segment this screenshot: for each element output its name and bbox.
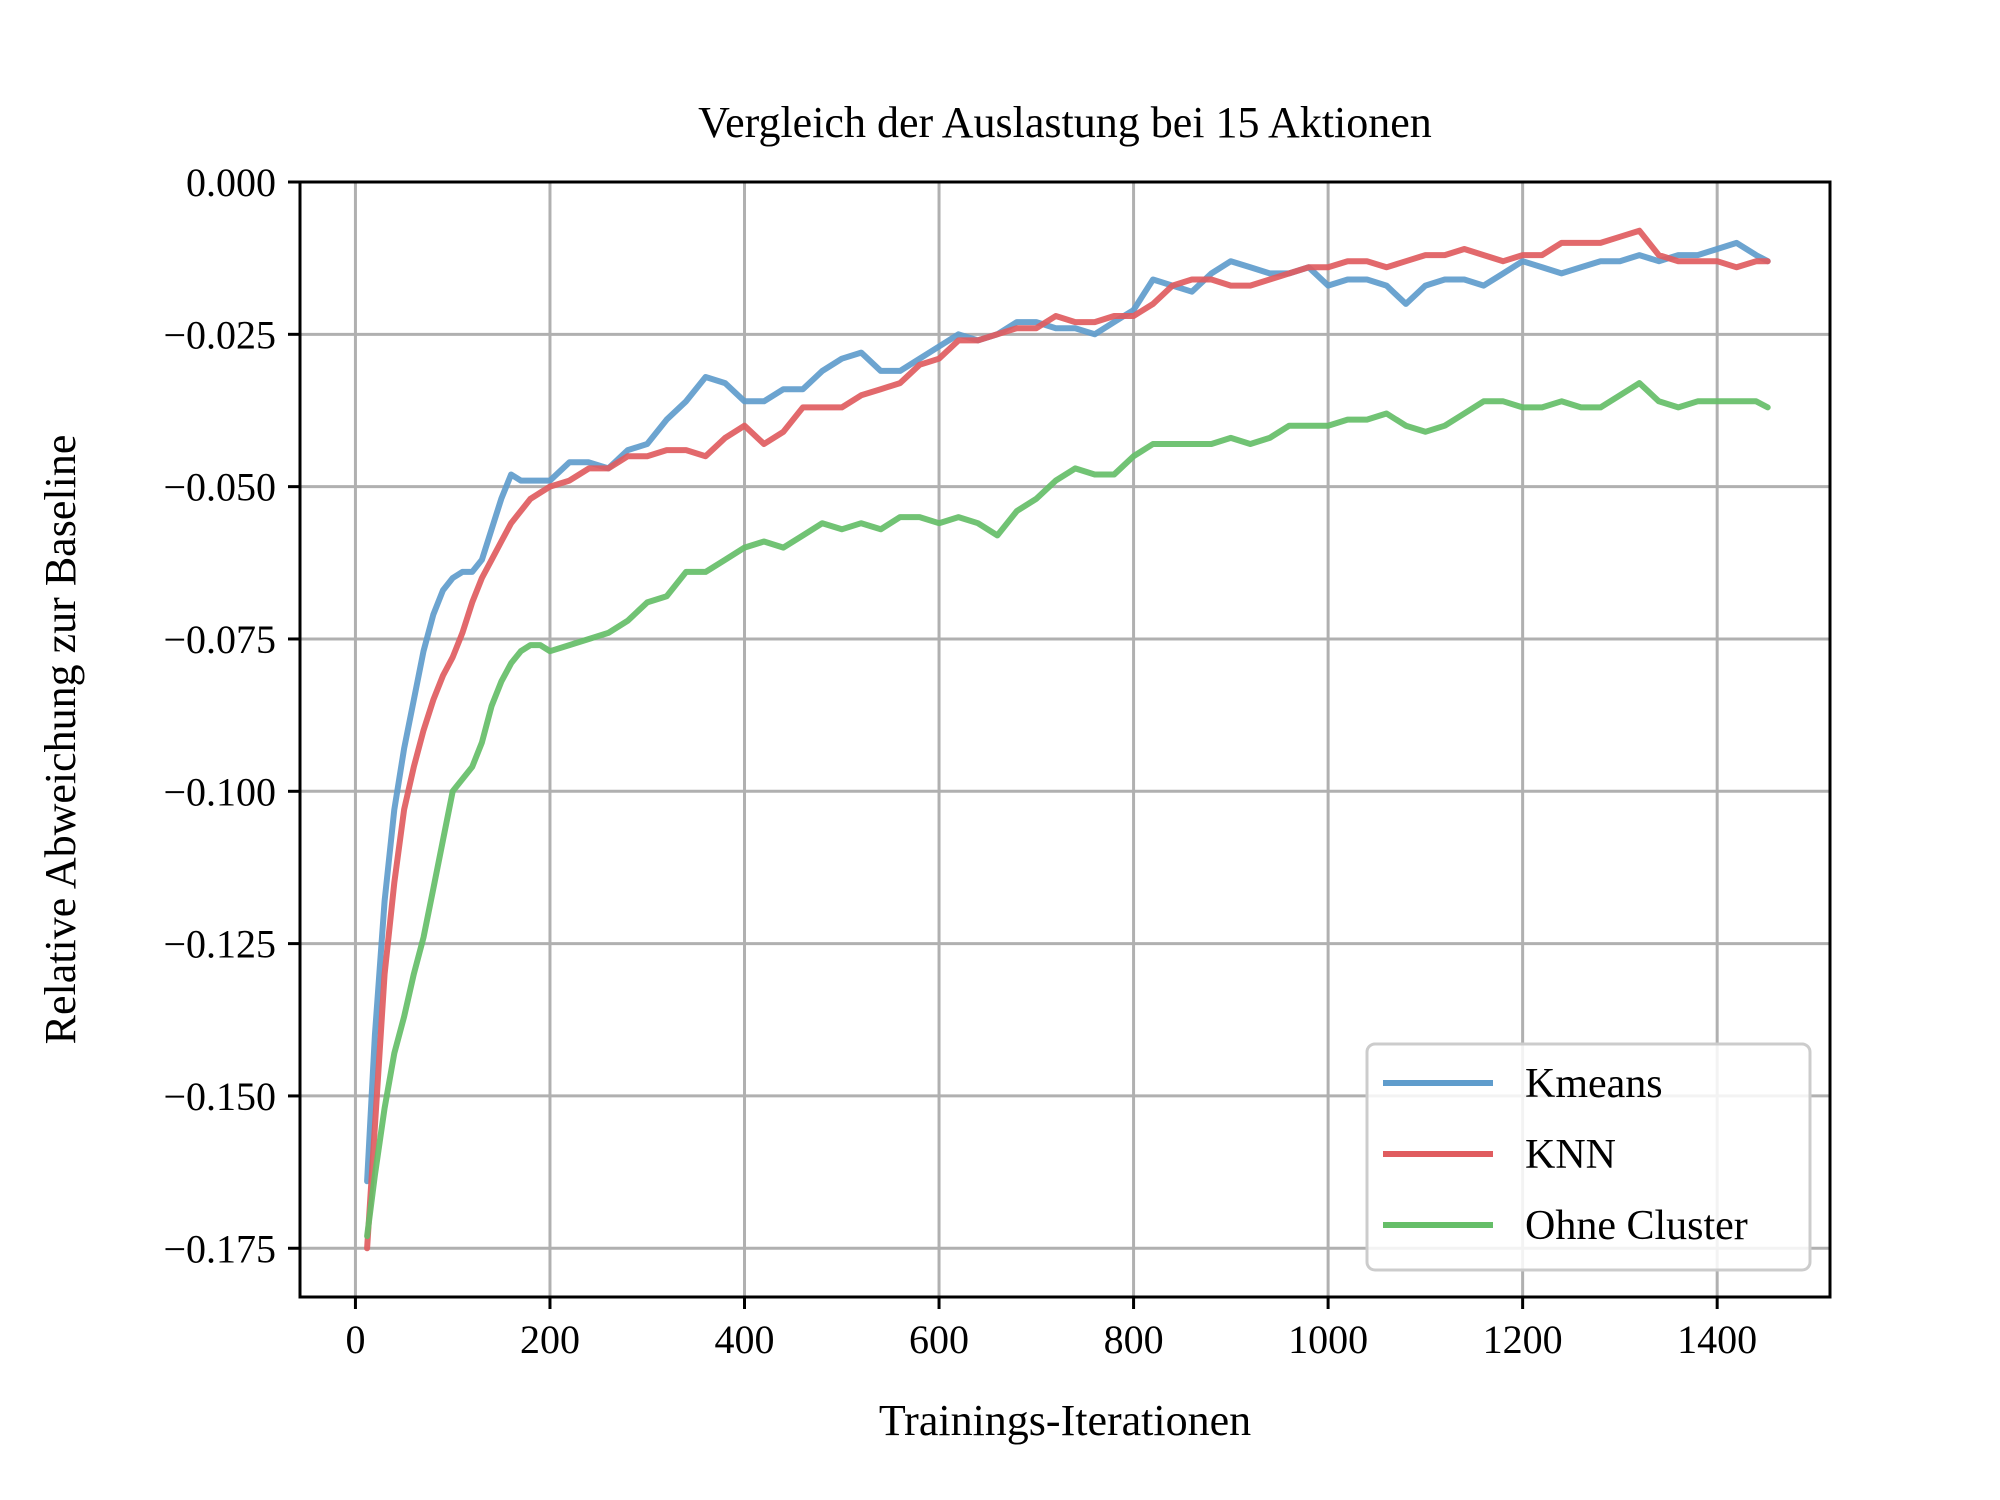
y-tick-label: −0.075	[163, 617, 276, 662]
y-tick-label: −0.175	[163, 1226, 276, 1271]
x-tick-label: 200	[520, 1317, 580, 1362]
legend-box	[1365, 1042, 1812, 1272]
x-tick-label: 0	[345, 1317, 365, 1362]
series-line-knn	[364, 227, 1771, 1252]
y-tick-label: −0.125	[163, 922, 276, 967]
chart-title: Vergleich der Auslastung bei 15 Aktionen	[698, 98, 1432, 147]
y-tick-label: −0.025	[163, 312, 276, 357]
x-tick-label: 600	[909, 1317, 969, 1362]
x-tick-label: 1000	[1288, 1317, 1368, 1362]
legend-label-ohne-cluster: Ohne Cluster	[1525, 1203, 1748, 1249]
legend: Kmeans KNN Ohne Cluster	[1365, 1042, 1812, 1272]
y-tick-label: 0.000	[186, 160, 276, 205]
y-tick-label: −0.050	[163, 465, 276, 510]
x-tick-label: 400	[715, 1317, 775, 1362]
legend-label-knn: KNN	[1525, 1132, 1616, 1178]
y-tick-label: −0.150	[163, 1074, 276, 1119]
x-tick-label: 1200	[1483, 1317, 1563, 1362]
x-axis-label: Trainings-Iterationen	[879, 1396, 1251, 1445]
y-axis-ticks: 0.000 −0.025 −0.050 −0.075 −0.100 −0.125 −0.15…	[163, 160, 300, 1271]
plot-frame	[298, 180, 1832, 1299]
x-tick-label: 1400	[1677, 1317, 1757, 1362]
y-tick-label: −0.100	[163, 769, 276, 814]
series-line-ohne-cluster	[364, 380, 1771, 1240]
x-axis-ticks: 0 200 400 600 800 1000 1200 1400	[345, 1297, 1757, 1362]
series-lines	[364, 227, 1771, 1252]
x-tick-label: 800	[1104, 1317, 1164, 1362]
y-axis-label: Relative Abweichung zur Baseline	[36, 435, 85, 1045]
legend-label-kmeans: Kmeans	[1525, 1061, 1663, 1107]
